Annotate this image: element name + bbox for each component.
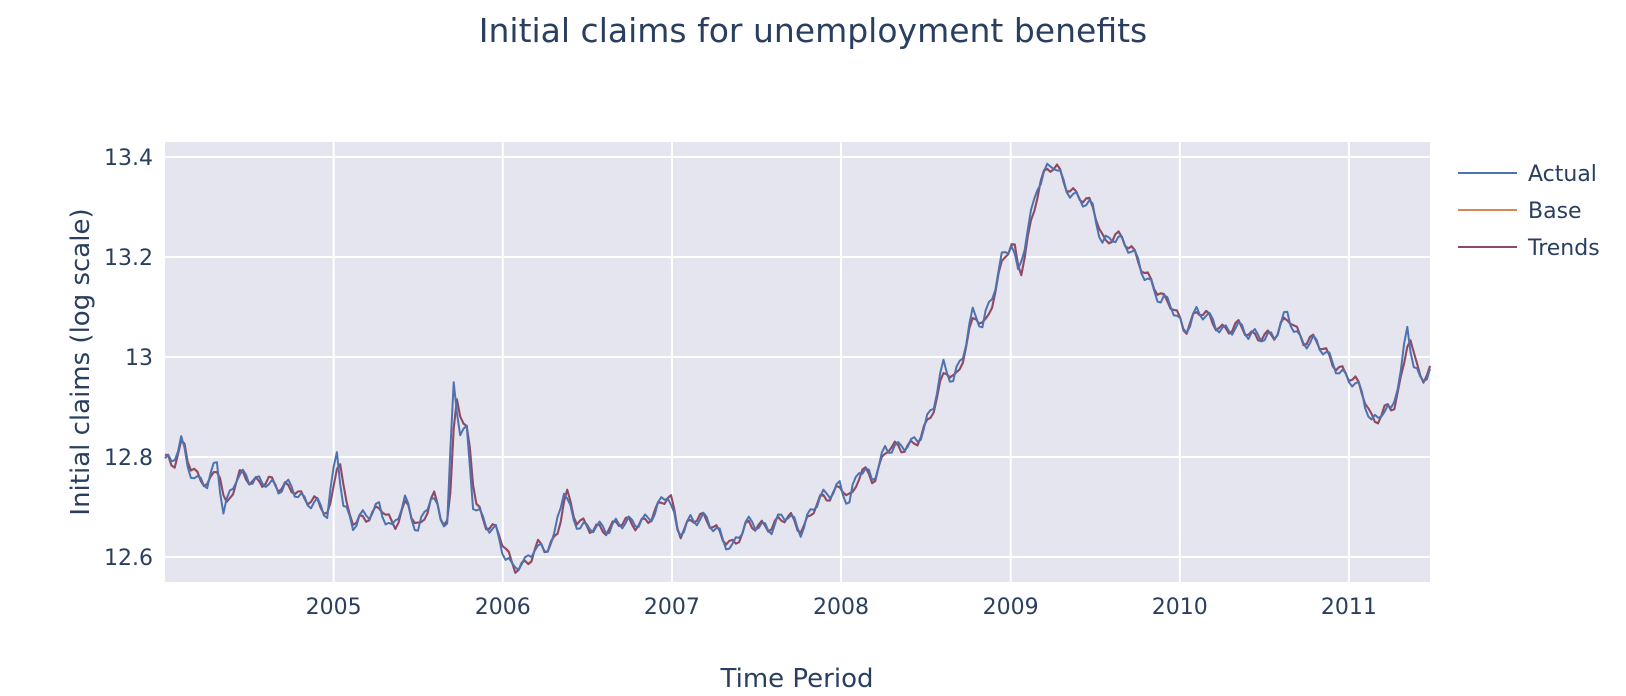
legend-item-base[interactable]: Base [1458, 199, 1582, 224]
grid [165, 142, 1430, 582]
legend[interactable]: Actual Base Trends [1458, 162, 1600, 261]
legend-label: Base [1528, 199, 1582, 224]
legend-item-trends[interactable]: Trends [1458, 236, 1600, 261]
series-layer [164, 162, 1431, 574]
x-tick-label: 2010 [1152, 595, 1208, 620]
x-tick-label: 2009 [983, 595, 1039, 620]
x-tick-label: 2005 [306, 595, 362, 620]
x-tick-label: 2007 [644, 595, 700, 620]
plot-area [165, 142, 1430, 582]
y-tick-label: 13.4 [104, 146, 153, 171]
legend-label: Trends [1527, 236, 1600, 261]
legend-label: Actual [1528, 162, 1597, 187]
x-axis-title: Time Period [720, 664, 874, 694]
chart-title: Initial claims for unemployment benefits [479, 11, 1148, 50]
y-axis-ticks: 12.6 12.8 13 13.2 13.4 [104, 146, 153, 571]
y-tick-label: 12.8 [104, 446, 153, 471]
y-tick-label: 13.2 [104, 246, 153, 271]
y-tick-label: 13 [125, 346, 153, 371]
legend-item-actual[interactable]: Actual [1458, 162, 1597, 187]
y-axis-title: Initial claims (log scale) [66, 208, 96, 515]
x-tick-label: 2008 [813, 595, 869, 620]
y-tick-label: 12.6 [104, 546, 153, 571]
series-line-actual [164, 162, 1431, 571]
x-tick-label: 2006 [475, 595, 531, 620]
x-tick-label: 2011 [1321, 595, 1377, 620]
x-axis-ticks: 2005 2006 2007 2008 2009 2010 2011 [306, 595, 1377, 620]
